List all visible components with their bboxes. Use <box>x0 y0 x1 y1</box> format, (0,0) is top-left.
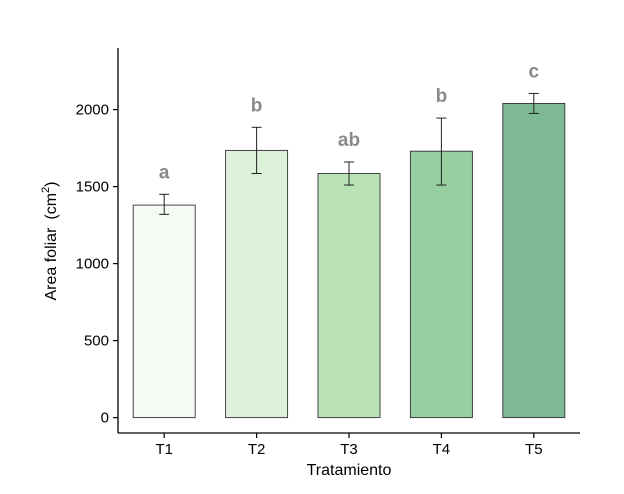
x-axis-title: Tratamiento <box>307 462 392 479</box>
bar-t1 <box>132 204 196 419</box>
error-bars-layer <box>159 92 539 215</box>
x-tick-label-t2: T2 <box>248 441 266 458</box>
x-tick-label-t1: T1 <box>155 441 173 458</box>
y-axis-unit-close: ) <box>43 181 60 186</box>
bar-t3 <box>317 173 381 419</box>
y-tick-label-0: 0 <box>101 410 109 427</box>
bar-t4 <box>409 150 473 419</box>
y-tick-label-1500: 1500 <box>76 179 109 196</box>
y-axis-title: Area foliar (cm2) <box>40 181 60 300</box>
significance-letter-t1: a <box>159 162 170 183</box>
significance-letter-t4: b <box>436 86 448 107</box>
y-ticks-layer: 0 500 1000 1500 2000 <box>76 102 118 427</box>
x-tick-label-t3: T3 <box>340 441 358 458</box>
x-ticks-layer: T1 T2 T3 T4 T5 <box>155 433 543 458</box>
y-axis-title-text: Area foliar <box>43 227 60 301</box>
y-tick-label-500: 500 <box>84 333 109 350</box>
bar-t5 <box>502 102 566 419</box>
significance-letter-t3: ab <box>338 130 360 151</box>
bar-t2 <box>225 149 289 419</box>
significance-letter-t2: b <box>251 95 263 116</box>
significance-letter-t5: c <box>529 61 540 82</box>
y-tick-label-1000: 1000 <box>76 256 109 273</box>
x-tick-label-t4: T4 <box>433 441 451 458</box>
y-axis-unit: (cm <box>43 193 60 220</box>
x-tick-label-t5: T5 <box>525 441 543 458</box>
y-tick-label-2000: 2000 <box>76 102 109 119</box>
y-axis-unit-superscript: 2 <box>40 187 52 193</box>
